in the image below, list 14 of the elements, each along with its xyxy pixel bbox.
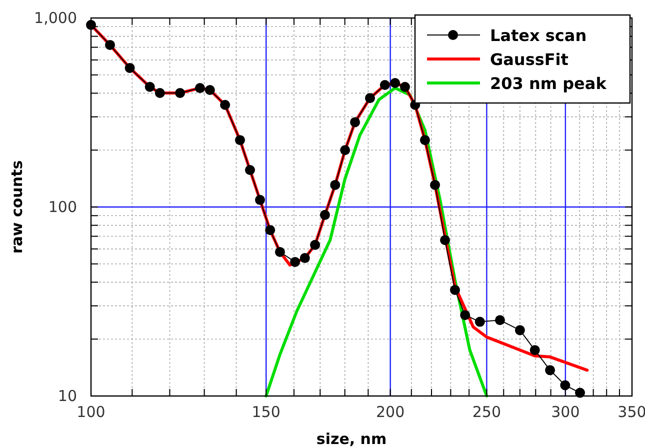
y-axis-title: raw counts [8,160,26,254]
x-tick-label: 300 [551,403,580,421]
y-tick-label: 100 [48,198,77,216]
y-tick-label: 1,000 [34,9,77,27]
x-tick-label: 100 [76,403,106,421]
x-tick-label: 350 [618,403,645,421]
legend-label: 203 nm peak [490,74,607,93]
x-axis-title: size, nm [316,430,387,448]
x-tick-label: 200 [376,403,405,421]
x-tick-label: 250 [472,403,502,421]
legend-label: GaussFit [490,50,569,69]
x-tick-label: 150 [252,403,280,421]
y-tick-label: 10 [58,387,77,405]
legend-label: Latex scan [490,26,587,45]
